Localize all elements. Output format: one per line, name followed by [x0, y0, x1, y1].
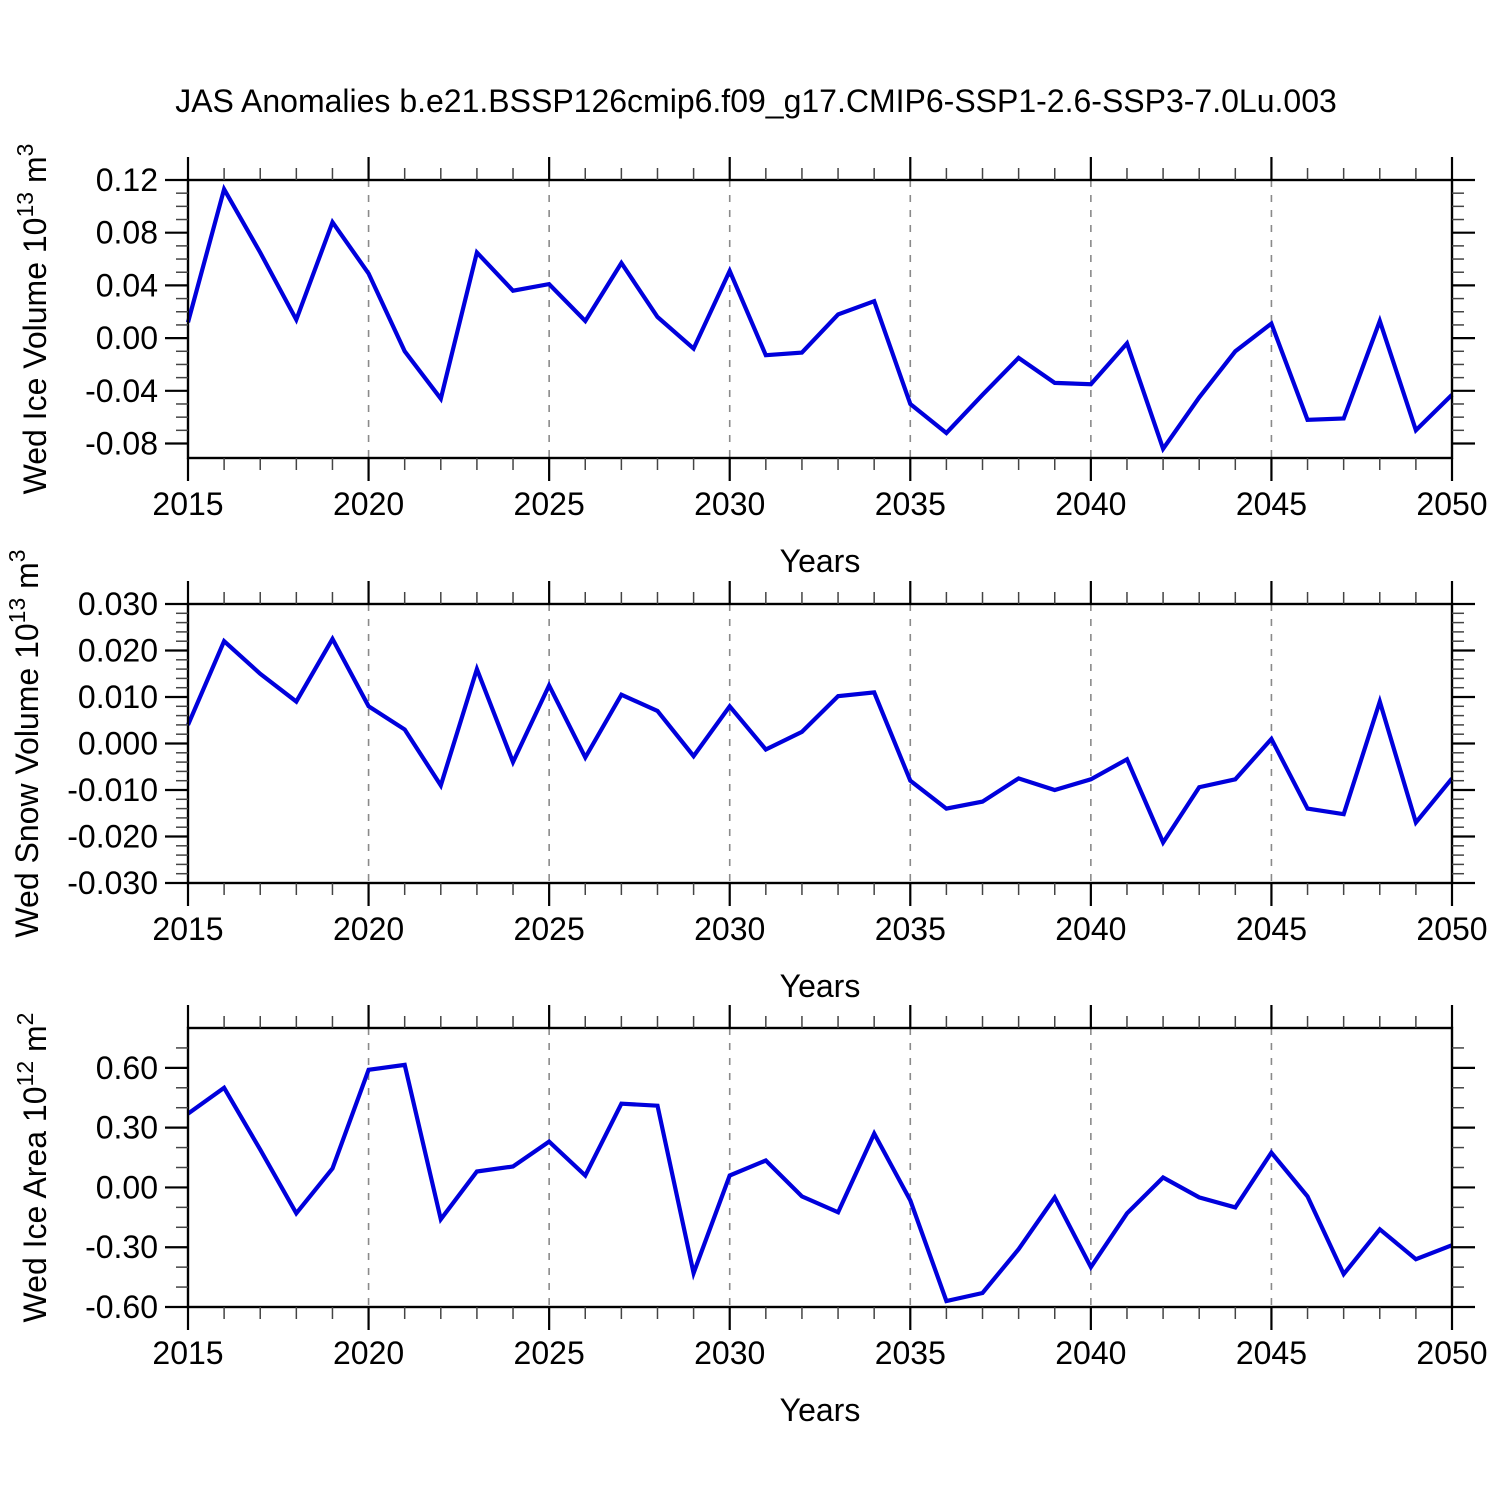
plot-frame	[186, 602, 1454, 885]
x-tick-label: 2050	[1416, 911, 1487, 947]
panel-wed-ice-volume: 0.12 0.08 0.04 0.00 -0.04 -0.08 2015 2020 2025 20…	[12, 144, 1488, 522]
x-tick-label: 2045	[1236, 1335, 1307, 1371]
x-tick-label: 2015	[152, 1335, 223, 1371]
panel-wed-snow-volume: 0.030 0.020 0.010 0.000 -0.010 -0.020 -0.030 20…	[4, 549, 1488, 947]
x-axis-title: Years	[780, 1392, 861, 1428]
panel-wed-ice-area: 0.60 0.30 0.00 -0.30 -0.60 2015 2020 2025 2030 20…	[12, 1005, 1488, 1371]
x-tick-label: 2025	[514, 486, 585, 522]
x-tick-label: 2035	[875, 486, 946, 522]
x-tick-label: 2030	[694, 1335, 765, 1371]
x-tick-label: 2030	[694, 911, 765, 947]
y-axis-title: Wed Snow Volume 1013 m3	[4, 549, 45, 937]
x-tick-label: 2040	[1055, 911, 1126, 947]
x-tick-label: 2035	[875, 1335, 946, 1371]
line-series-wed-ice-volume	[185, 183, 1454, 454]
y-tick-label: 0.010	[78, 679, 158, 715]
x-tick-label: 2030	[694, 486, 765, 522]
y-tick-label: 0.020	[78, 633, 158, 669]
y-tick-label: 0.60	[96, 1050, 158, 1086]
plot-frame	[186, 178, 1454, 460]
x-tick-label: 2015	[152, 486, 223, 522]
x-axis-title: Years	[780, 968, 861, 1004]
x-tick-label: 2020	[333, 1335, 404, 1371]
y-tick-label: -0.030	[67, 865, 158, 901]
x-tick-label: 2040	[1055, 1335, 1126, 1371]
y-tick-label: 0.04	[96, 267, 158, 303]
y-tick-label: -0.020	[67, 819, 158, 855]
y-tick-label: -0.30	[85, 1229, 158, 1265]
x-tick-label: 2015	[152, 911, 223, 947]
x-axis-title: Years	[780, 543, 861, 579]
x-tick-label: 2020	[333, 911, 404, 947]
y-axis-title: Wed Ice Area 1012 m2	[12, 1013, 53, 1323]
line-series-wed-ice-area	[186, 1062, 1453, 1304]
x-tick-label: 2050	[1416, 1335, 1487, 1371]
y-tick-label: 0.030	[78, 586, 158, 622]
x-tick-label: 2040	[1055, 486, 1126, 522]
y-tick-label: 0.00	[96, 1169, 158, 1205]
y-tick-label: -0.04	[85, 373, 158, 409]
x-tick-label: 2045	[1236, 911, 1307, 947]
y-tick-label: -0.08	[85, 426, 158, 462]
x-tick-label: 2035	[875, 911, 946, 947]
x-tick-label: 2025	[514, 911, 585, 947]
y-tick-label: 0.08	[96, 215, 158, 251]
y-tick-label: 0.12	[96, 162, 158, 198]
x-tick-label: 2050	[1416, 486, 1487, 522]
chart-title: JAS Anomalies b.e21.BSSP126cmip6.f09_g17…	[175, 83, 1337, 119]
y-tick-label: -0.60	[85, 1289, 158, 1325]
x-tick-label: 2045	[1236, 486, 1307, 522]
y-tick-label: 0.000	[78, 726, 158, 762]
y-tick-label: 0.00	[96, 320, 158, 356]
y-axis-title: Wed Ice Volume 1013 m3	[12, 144, 53, 495]
y-tick-label: -0.010	[67, 772, 158, 808]
x-tick-label: 2020	[333, 486, 404, 522]
x-tick-label: 2025	[514, 1335, 585, 1371]
y-tick-label: 0.30	[96, 1110, 158, 1146]
line-series-wed-snow-volume	[186, 634, 1454, 847]
